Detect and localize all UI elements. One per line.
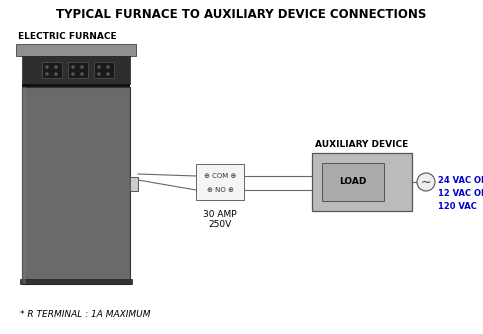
Text: ELECTRIC FURNACE: ELECTRIC FURNACE: [18, 32, 116, 41]
Bar: [322, 163, 384, 201]
Circle shape: [97, 72, 101, 76]
Bar: [130, 177, 138, 191]
Circle shape: [45, 72, 49, 76]
Bar: [22, 56, 130, 84]
Text: LOAD: LOAD: [340, 177, 367, 186]
Circle shape: [97, 65, 101, 69]
Bar: [22, 84, 130, 87]
Bar: [22, 87, 26, 284]
Bar: [94, 62, 114, 78]
Circle shape: [54, 72, 58, 76]
Circle shape: [106, 65, 110, 69]
Circle shape: [45, 65, 49, 69]
Circle shape: [54, 65, 58, 69]
Circle shape: [80, 72, 84, 76]
Bar: [312, 153, 412, 211]
Text: ⊕ COM ⊕: ⊕ COM ⊕: [204, 173, 236, 179]
Text: 24 VAC OR
12 VAC OR
120 VAC: 24 VAC OR 12 VAC OR 120 VAC: [438, 176, 483, 211]
Text: * R TERMINAL : 1A MAXIMUM: * R TERMINAL : 1A MAXIMUM: [20, 310, 151, 319]
Bar: [20, 279, 132, 284]
Bar: [196, 164, 244, 200]
Text: 250V: 250V: [208, 220, 232, 229]
Text: 30 AMP: 30 AMP: [203, 210, 237, 219]
Bar: [42, 62, 62, 78]
Circle shape: [80, 65, 84, 69]
Bar: [16, 44, 136, 56]
Bar: [68, 62, 88, 78]
Circle shape: [417, 173, 435, 191]
Text: AUXILIARY DEVICE: AUXILIARY DEVICE: [315, 140, 409, 149]
Circle shape: [71, 65, 75, 69]
Text: ⊕ NO ⊕: ⊕ NO ⊕: [207, 187, 233, 193]
Circle shape: [106, 72, 110, 76]
Text: ~: ~: [421, 175, 431, 188]
Circle shape: [71, 72, 75, 76]
Text: TYPICAL FURNACE TO AUXILIARY DEVICE CONNECTIONS: TYPICAL FURNACE TO AUXILIARY DEVICE CONN…: [56, 8, 426, 21]
Bar: [22, 87, 130, 284]
